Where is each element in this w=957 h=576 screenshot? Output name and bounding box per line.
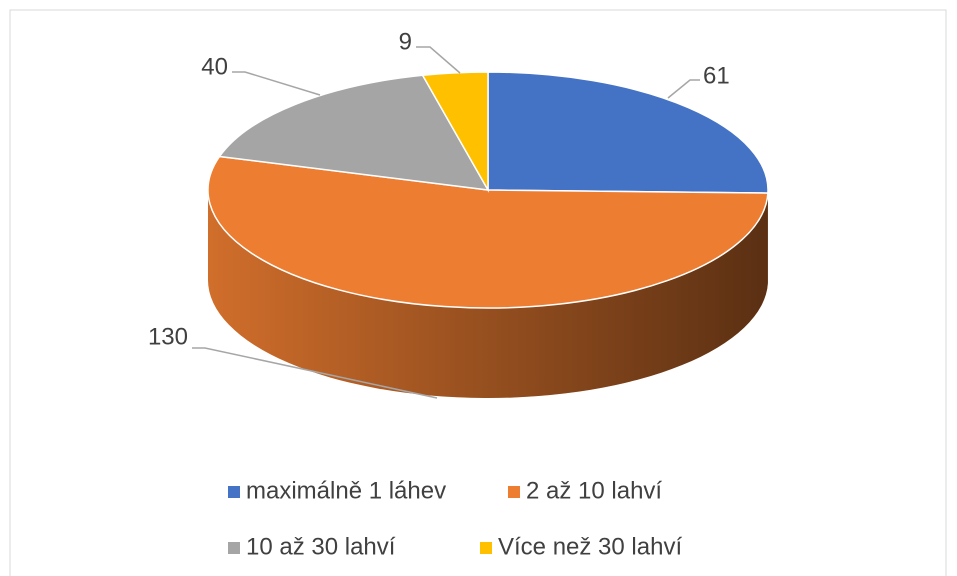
- pie-tops: [207, 71, 769, 309]
- legend-label: Více než 30 lahví: [498, 533, 682, 560]
- slice-side-shade: [208, 190, 768, 398]
- legend-label: 10 až 30 lahví: [246, 533, 396, 560]
- legend-swatch: [480, 542, 492, 554]
- leader-line: [416, 46, 461, 74]
- leader-line: [667, 79, 700, 99]
- legend-swatch: [228, 542, 240, 554]
- leader-line: [232, 71, 321, 96]
- data-label: 61: [703, 62, 730, 89]
- slice: [207, 155, 769, 309]
- leader-line: [192, 347, 438, 399]
- legend-label: 2 až 10 lahví: [526, 477, 662, 504]
- slice: [218, 74, 490, 191]
- legend-swatch: [228, 486, 240, 498]
- data-label: 40: [201, 53, 228, 80]
- slice: [487, 71, 769, 194]
- data-labels: 61 130 40 9: [148, 28, 730, 399]
- legend-label: maximálně 1 láhev: [246, 477, 446, 504]
- slice: [421, 71, 489, 193]
- data-label: 9: [399, 28, 412, 55]
- legend: maximálně 1 láhev 2 až 10 lahví 10 až 30 l…: [228, 477, 682, 560]
- data-label: 130: [148, 323, 188, 350]
- pie-sides: [208, 190, 768, 398]
- legend-swatch: [508, 486, 520, 498]
